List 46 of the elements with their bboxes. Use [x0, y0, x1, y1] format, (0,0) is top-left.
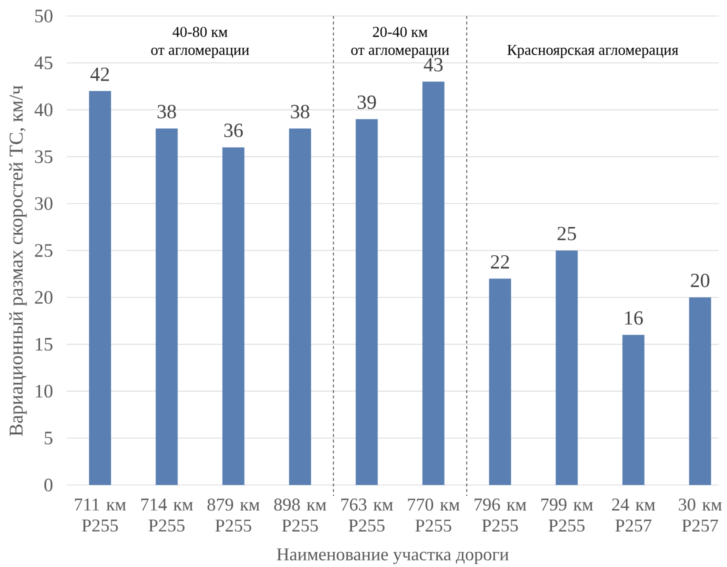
data-label: 22 — [490, 255, 509, 268]
y-tick-label: 5 — [44, 432, 52, 444]
data-label: 38 — [158, 104, 176, 118]
bar — [222, 147, 244, 485]
y-axis-title: Вариационный размах скоростей ТС, км/ч — [9, 86, 27, 436]
y-tick-label: 10 — [36, 384, 52, 398]
bar — [489, 278, 512, 485]
x-tick-label: 30 км Р257 — [678, 498, 722, 532]
annotation: 20-40 км от агломерации — [351, 26, 450, 58]
annotation: 40-80 км от агломерации — [151, 26, 250, 58]
data-label: 36 — [224, 124, 243, 138]
y-tick-label: 35 — [35, 150, 52, 164]
x-tick-label: 799 км Р255 — [541, 498, 593, 532]
bar — [422, 82, 444, 485]
y-tick-label: 30 — [35, 197, 52, 210]
annotation: Красноярская агломерация — [507, 44, 678, 58]
data-label: 25 — [558, 226, 576, 240]
y-tick-label: 25 — [35, 244, 52, 257]
bar — [156, 128, 178, 485]
y-tick-label: 45 — [34, 56, 52, 70]
y-tick-label: 0 — [44, 478, 52, 492]
x-tick-label: 714 км Р255 — [141, 498, 193, 532]
x-tick-label: 763 км Р255 — [341, 498, 393, 532]
bar — [556, 250, 578, 485]
bar — [289, 128, 312, 485]
data-label: 39 — [358, 96, 376, 109]
y-tick-label: 15 — [36, 338, 52, 351]
x-tick-label: 879 км Р255 — [208, 498, 260, 532]
data-label: 38 — [291, 104, 310, 118]
x-tick-label: 24 км Р257 — [612, 498, 656, 532]
x-tick-label: 770 км Р255 — [408, 498, 460, 532]
data-label: 43 — [424, 58, 443, 72]
y-tick-label: 50 — [35, 10, 52, 22]
x-tick-label: 711 км Р255 — [74, 498, 126, 532]
bar — [622, 334, 644, 485]
x-tick-label: 898 км Р255 — [274, 498, 326, 532]
data-label: 20 — [690, 274, 710, 288]
y-tick-label: 40 — [34, 103, 52, 116]
bar — [689, 297, 712, 485]
data-label: 42 — [90, 68, 109, 81]
bar — [89, 91, 112, 485]
x-axis-title: Наименование участка дороги — [276, 548, 509, 564]
y-tick-label: 20 — [35, 291, 52, 304]
bar — [356, 119, 378, 485]
data-label: 16 — [625, 311, 643, 325]
x-tick-label: 796 км Р255 — [474, 498, 526, 532]
